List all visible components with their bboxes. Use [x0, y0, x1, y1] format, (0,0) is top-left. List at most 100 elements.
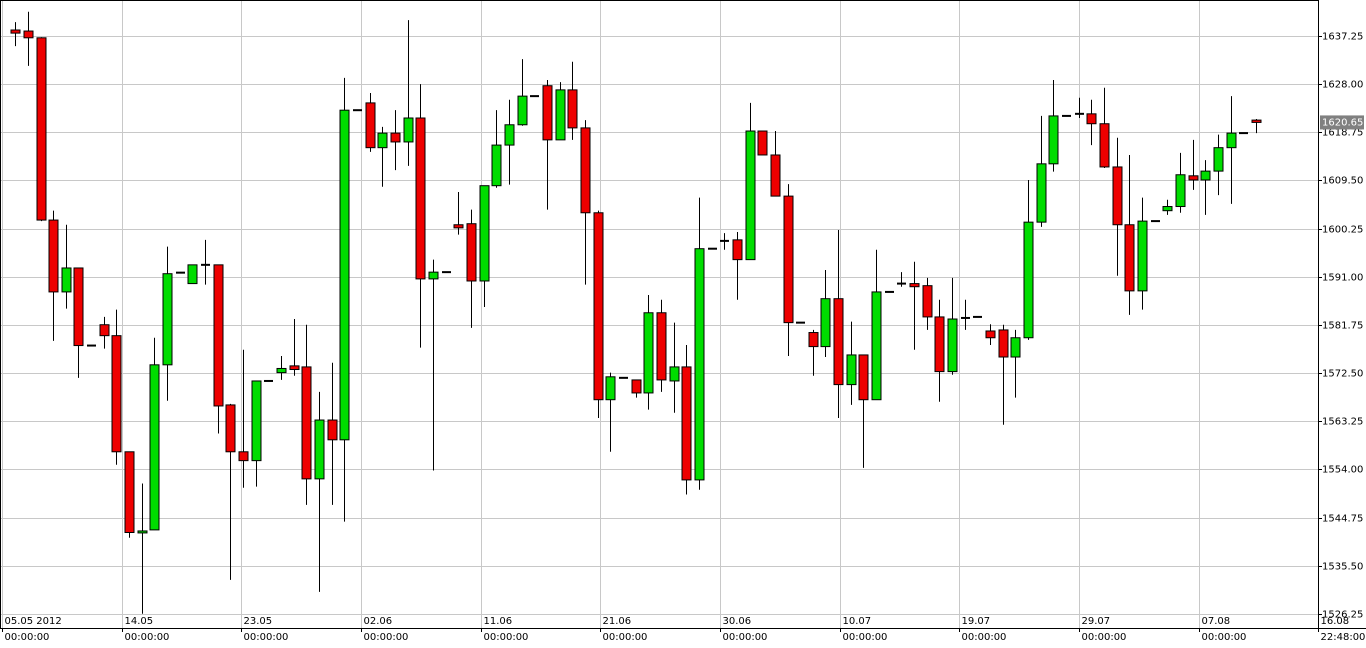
candle-body	[1010, 337, 1021, 358]
candle-body	[643, 312, 654, 394]
candle-body	[479, 185, 490, 282]
candle-body	[732, 239, 743, 261]
candle-body	[555, 89, 566, 141]
candle-body	[453, 224, 464, 229]
x-tick-sublabel: 00:00:00	[1082, 632, 1127, 643]
candle-body	[757, 130, 768, 156]
candle-body	[871, 291, 882, 401]
candle-body	[934, 316, 945, 373]
y-tick-label: 1554.00	[1322, 465, 1363, 476]
x-tick-label: 02.06	[364, 616, 393, 627]
y-tick-label: 1535.50	[1322, 562, 1363, 573]
candle-body	[858, 354, 869, 401]
candle-body	[428, 271, 439, 280]
x-tick-label: 11.06	[484, 616, 513, 627]
candle-body	[137, 530, 148, 534]
candle-body	[1200, 170, 1211, 181]
candle-body	[339, 109, 350, 441]
candle-body	[1137, 220, 1148, 292]
y-tick-label: 1628.00	[1322, 80, 1363, 91]
y-tick-label: 1572.50	[1322, 369, 1363, 380]
candle-body	[833, 298, 844, 386]
candle-body	[998, 329, 1009, 358]
candle-body	[225, 404, 236, 453]
candle-body	[238, 451, 249, 462]
candle-body	[365, 102, 376, 149]
x-tick-label: 30.06	[723, 616, 752, 627]
candle-body	[669, 366, 680, 382]
y-tick-label: 1544.75	[1322, 514, 1363, 525]
last-price-label: 1620.65	[1322, 117, 1363, 128]
candle-body	[985, 330, 996, 339]
y-tick-label: 1591.00	[1322, 273, 1363, 284]
candle-body	[1112, 166, 1123, 226]
candle-body	[820, 298, 831, 348]
candle-body	[1124, 224, 1135, 292]
x-tick-label: 05.05 2012	[5, 616, 62, 627]
candles	[10, 11, 1262, 614]
candle-body	[656, 312, 667, 381]
candle-body	[73, 267, 84, 347]
x-tick-sublabel: 00:00:00	[603, 632, 648, 643]
candle-body	[947, 318, 958, 373]
candle-body	[187, 264, 198, 285]
x-tick-sublabel: 00:00:00	[5, 632, 50, 643]
x-tick-sublabel: 00:00:00	[125, 632, 170, 643]
candle-body	[149, 364, 160, 531]
candle-body	[770, 154, 781, 197]
y-tick-label: 1600.25	[1322, 225, 1363, 236]
candle-body	[124, 451, 135, 533]
candle-body	[111, 335, 122, 453]
candle-body	[301, 366, 312, 480]
candle-body	[1099, 123, 1110, 168]
candle-body	[922, 285, 933, 318]
candle-body	[808, 332, 819, 348]
candle-body	[593, 212, 604, 401]
candle-body	[1162, 206, 1173, 212]
candle-body	[36, 37, 47, 221]
y-tick-label: 1637.25	[1322, 32, 1363, 43]
candle-body	[1048, 115, 1059, 165]
candle-body	[251, 380, 262, 462]
candle-body	[681, 366, 692, 481]
x-tick-sublabel: 00:00:00	[723, 632, 768, 643]
candle-body	[605, 376, 616, 401]
candle-body	[783, 195, 794, 324]
x-tick-sublabel: 00:00:00	[244, 632, 289, 643]
candle-body	[415, 117, 426, 280]
y-tick-label: 1581.75	[1322, 321, 1363, 332]
candle-body	[10, 29, 21, 34]
candle-body	[466, 223, 477, 282]
x-tick-sublabel: 00:00:00	[1202, 632, 1247, 643]
x-tick-label: 10.07	[843, 616, 872, 627]
candle-body	[213, 264, 224, 407]
candle-body	[276, 367, 287, 374]
x-tick-label: 14.05	[125, 616, 154, 627]
candle-body	[1251, 119, 1262, 123]
y-tick-label: 1526.25	[1322, 610, 1363, 621]
candle-body	[846, 354, 857, 386]
y-tick-label: 1609.50	[1322, 176, 1363, 187]
x-tick-label: 07.08	[1202, 616, 1231, 627]
candle-body	[567, 89, 578, 129]
candle-body	[23, 30, 34, 39]
candle-body	[1086, 113, 1097, 125]
x-tick-sublabel: 00:00:00	[962, 632, 1007, 643]
x-tick-label: 16.08	[1321, 616, 1350, 627]
x-tick-label: 21.06	[603, 616, 632, 627]
candle-body	[403, 117, 414, 143]
y-tick-label: 1618.75	[1322, 128, 1363, 139]
candle-body	[1188, 175, 1199, 181]
candle-body	[1036, 163, 1047, 223]
x-tick-sublabel: 22:48:00	[1321, 632, 1366, 643]
candle-body	[1023, 221, 1034, 339]
candle-body	[377, 132, 388, 149]
candle-body	[99, 324, 110, 337]
candle-body	[491, 144, 502, 187]
candle-body	[327, 419, 338, 441]
candle-body	[314, 419, 325, 480]
candle-body	[1213, 147, 1224, 172]
candle-body	[1226, 132, 1237, 149]
